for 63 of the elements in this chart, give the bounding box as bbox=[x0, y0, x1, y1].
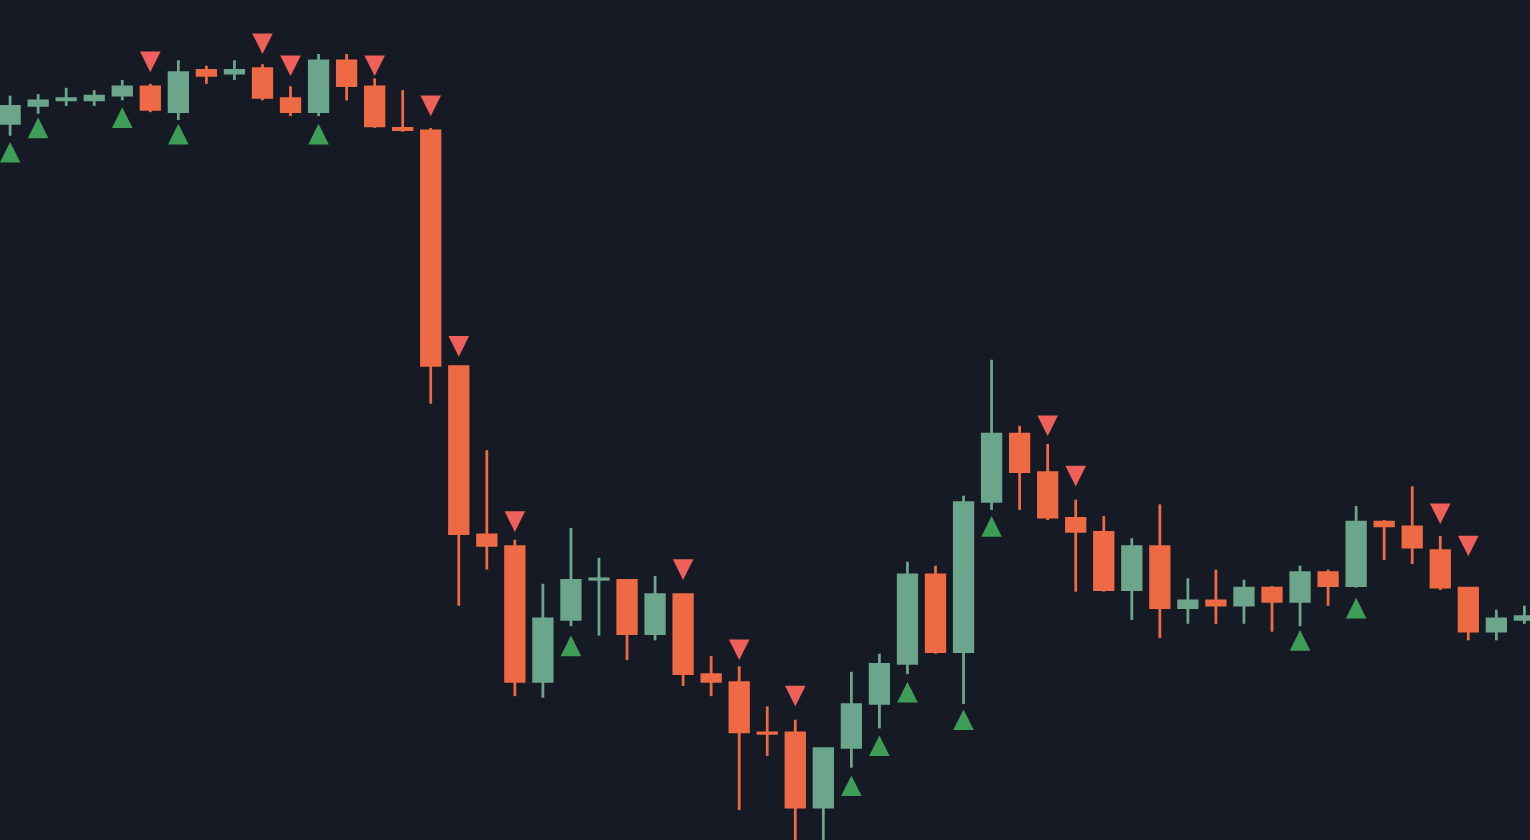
candlestick bbox=[1121, 536, 1143, 622]
candlestick bbox=[167, 58, 190, 122]
point bbox=[560, 635, 582, 657]
candlestick bbox=[279, 84, 302, 118]
point bbox=[784, 685, 806, 707]
point bbox=[280, 55, 301, 77]
point bbox=[448, 336, 470, 357]
candlestick bbox=[55, 86, 77, 108]
point bbox=[1345, 597, 1367, 619]
point bbox=[1065, 465, 1087, 487]
candlestick bbox=[700, 654, 722, 698]
candlestick bbox=[392, 88, 414, 134]
candlestick bbox=[335, 52, 358, 102]
candlestick bbox=[251, 62, 274, 102]
point bbox=[111, 107, 133, 128]
candlestick bbox=[1177, 576, 1199, 626]
candlestick bbox=[756, 704, 778, 758]
candlestick bbox=[1008, 424, 1031, 512]
point bbox=[364, 55, 385, 77]
point bbox=[672, 559, 694, 580]
candlestick bbox=[1065, 498, 1087, 594]
candlestick bbox=[840, 670, 863, 770]
candlestick bbox=[476, 448, 498, 572]
candlestick bbox=[195, 64, 218, 86]
candlestick bbox=[1401, 484, 1423, 566]
point bbox=[953, 709, 974, 731]
point bbox=[504, 511, 526, 532]
point bbox=[308, 123, 329, 145]
candlestick bbox=[1037, 442, 1059, 522]
point bbox=[1037, 415, 1058, 437]
point bbox=[168, 123, 189, 145]
candlestick bbox=[1289, 564, 1311, 628]
candlestick bbox=[1261, 584, 1283, 634]
point bbox=[252, 33, 273, 55]
point bbox=[0, 141, 21, 163]
candlestick bbox=[223, 58, 246, 82]
candlestick bbox=[1205, 568, 1227, 626]
candlestick bbox=[1233, 578, 1255, 626]
point bbox=[1458, 535, 1479, 557]
candlestick bbox=[0, 94, 21, 138]
candlestick bbox=[1373, 518, 1395, 562]
point bbox=[27, 117, 49, 139]
candlestick bbox=[588, 556, 610, 638]
candlestick bbox=[363, 76, 386, 130]
point bbox=[1429, 503, 1451, 525]
point bbox=[140, 51, 161, 73]
candlestick bbox=[1485, 608, 1507, 642]
candlestick bbox=[1429, 534, 1451, 592]
point bbox=[1289, 630, 1311, 651]
point bbox=[897, 681, 918, 703]
point bbox=[841, 775, 862, 797]
point bbox=[981, 516, 1002, 537]
candlestick bbox=[644, 574, 666, 642]
candlestick bbox=[111, 78, 133, 102]
point bbox=[420, 95, 442, 117]
candlestick bbox=[1317, 568, 1339, 608]
candlestick bbox=[868, 652, 891, 730]
candlestick bbox=[560, 526, 582, 628]
candlestick bbox=[139, 82, 161, 114]
candlestick bbox=[1457, 586, 1479, 642]
candlestick bbox=[27, 92, 49, 116]
point bbox=[728, 639, 750, 661]
point bbox=[869, 735, 890, 756]
